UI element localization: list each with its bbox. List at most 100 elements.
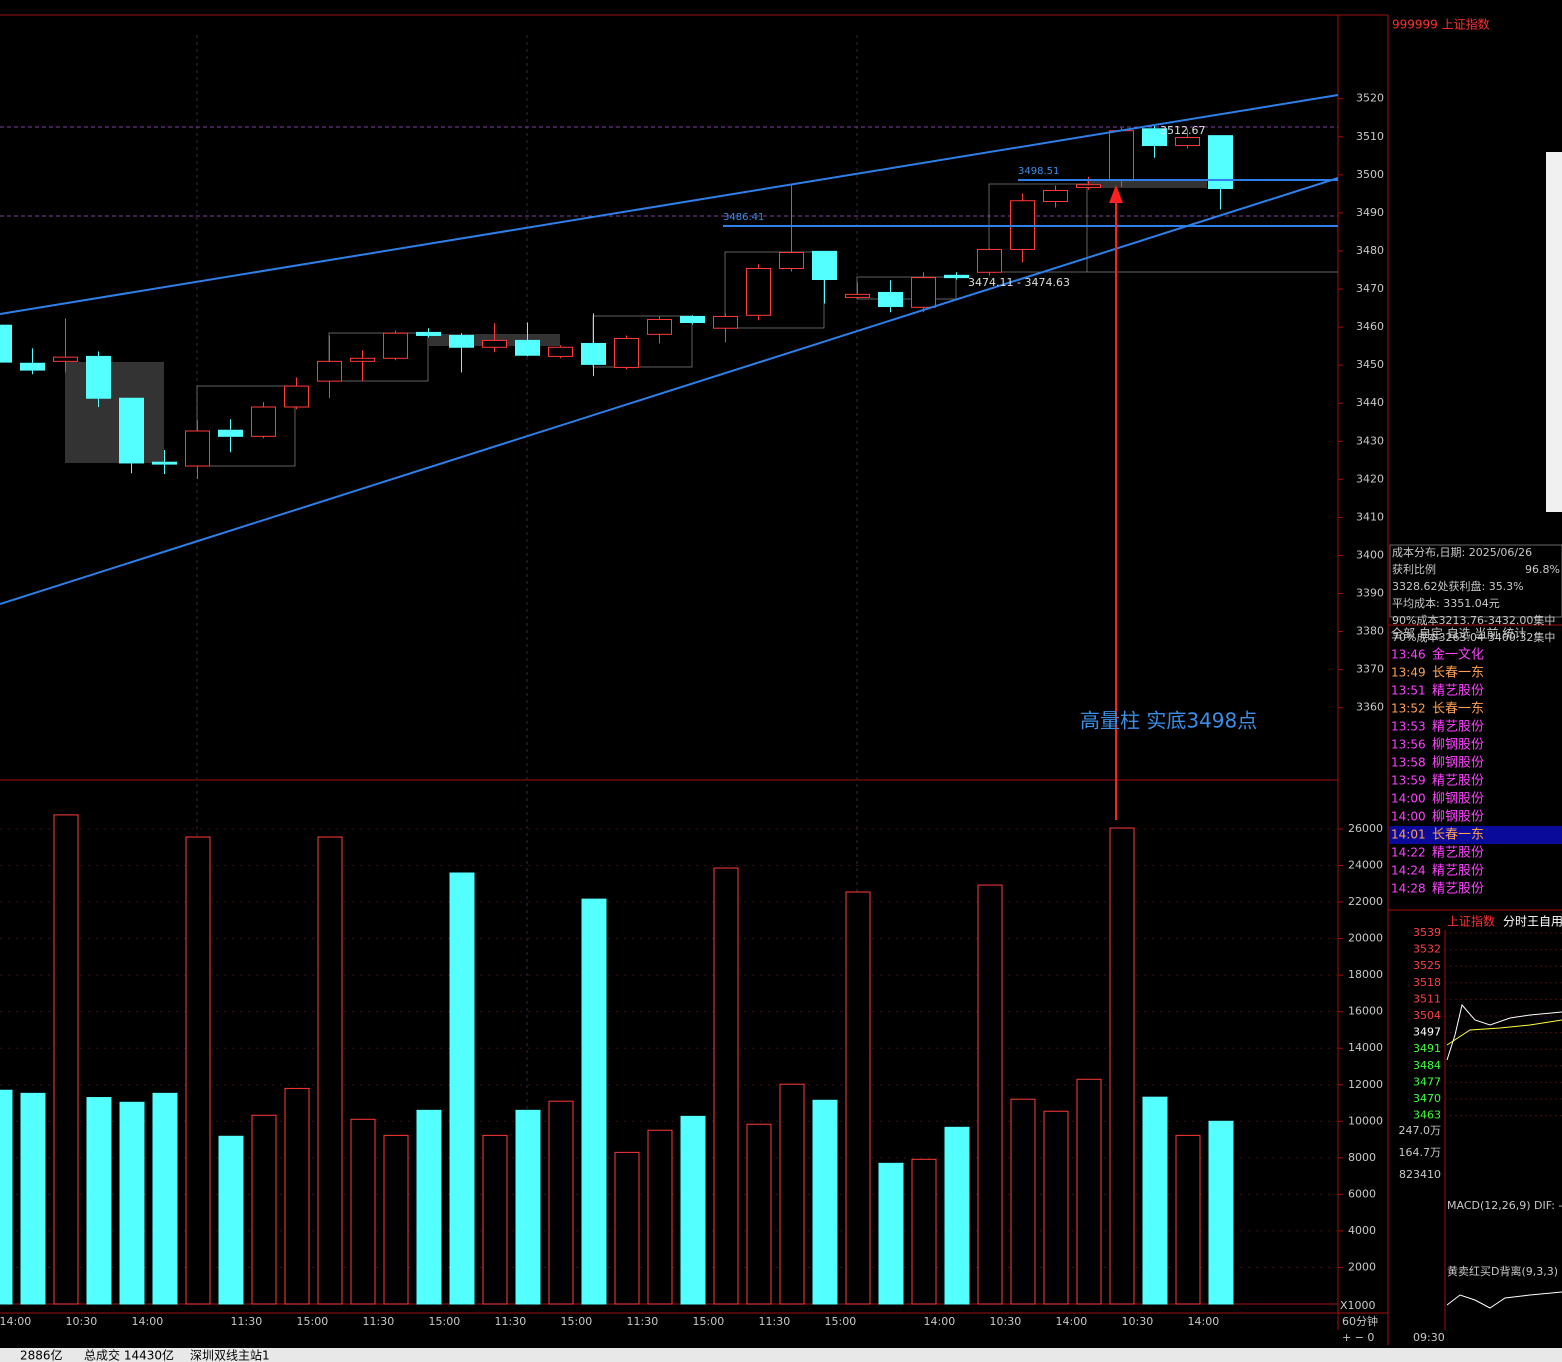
candle-body bbox=[779, 251, 804, 269]
candle-body bbox=[185, 430, 210, 467]
x-tick-label: 14:00 bbox=[1056, 1315, 1088, 1328]
volume-bar bbox=[878, 1162, 904, 1305]
zoom-controls[interactable]: + − 0 bbox=[1342, 1331, 1374, 1344]
candle-body bbox=[0, 324, 12, 363]
trade-name: 柳钢股份 bbox=[1432, 756, 1484, 771]
y-tick-label: 10000 bbox=[1348, 1114, 1383, 1127]
y-tick-label: 3520 bbox=[1356, 92, 1384, 105]
mini-volume-label: 823410 bbox=[1399, 1168, 1441, 1181]
x-tick-label: 11:30 bbox=[231, 1315, 263, 1328]
volume-bar bbox=[449, 872, 475, 1305]
mini-price-label: 3497 bbox=[1413, 1026, 1441, 1039]
volume-bar bbox=[713, 867, 739, 1305]
volume-bar bbox=[515, 1109, 541, 1305]
volume-bar bbox=[152, 1092, 178, 1305]
frame bbox=[0, 14, 1562, 1345]
volume-bar bbox=[548, 1100, 574, 1305]
volume-bar bbox=[746, 1123, 772, 1305]
y-tick-label: 3490 bbox=[1356, 206, 1384, 219]
candle-body bbox=[878, 291, 903, 308]
y-tick-label: 3380 bbox=[1356, 625, 1384, 638]
annotation: 3486.41 bbox=[723, 212, 764, 223]
y-tick-label: 3390 bbox=[1356, 587, 1384, 600]
info-box bbox=[1389, 544, 1562, 618]
x-tick-label: 14:00 bbox=[1188, 1315, 1220, 1328]
toolbar[interactable] bbox=[1546, 152, 1562, 512]
volume-bar bbox=[977, 884, 1003, 1305]
trade-time: 14:24 bbox=[1391, 864, 1426, 878]
mini-avg-line bbox=[1446, 1019, 1562, 1046]
candle-body bbox=[1142, 128, 1167, 147]
mini-price-label: 3532 bbox=[1413, 943, 1441, 956]
annotation: 高量柱 实底3498点 bbox=[1080, 709, 1257, 733]
volume-bar bbox=[284, 1087, 310, 1305]
status-text: 深圳双线主站1 bbox=[190, 1349, 270, 1362]
mini-price-label: 3491 bbox=[1413, 1042, 1441, 1055]
y-tick-label: 2000 bbox=[1348, 1260, 1376, 1273]
mini-price-label: 3511 bbox=[1413, 992, 1441, 1005]
x-tick-label: 14:00 bbox=[0, 1315, 31, 1328]
y-tick-label: 3460 bbox=[1356, 320, 1384, 333]
info-line: 90%成本3213.76-3432.00集中 bbox=[1392, 613, 1555, 627]
mini-title: 上证指数 bbox=[1447, 914, 1495, 929]
candle-body bbox=[911, 277, 936, 308]
trade-name: 精艺股份 bbox=[1432, 720, 1484, 735]
x-tick-label: 10:30 bbox=[1122, 1315, 1154, 1328]
candles bbox=[0, 125, 1233, 479]
volume-bar bbox=[1109, 827, 1135, 1305]
volume-bar bbox=[779, 1083, 805, 1305]
y-tick-label: 20000 bbox=[1348, 932, 1383, 945]
volume-bar bbox=[944, 1126, 970, 1305]
volume-bar bbox=[1043, 1110, 1069, 1305]
candle-body bbox=[746, 267, 771, 316]
volume-bar bbox=[812, 1099, 838, 1305]
mini-time: 09:30 bbox=[1413, 1331, 1445, 1344]
x-tick-label: 14:00 bbox=[924, 1315, 956, 1328]
candle-body bbox=[383, 332, 408, 359]
candle-body bbox=[416, 331, 441, 336]
candle-body bbox=[53, 356, 78, 362]
y-tick-label: 18000 bbox=[1348, 968, 1383, 981]
x-tick-label: 11:30 bbox=[363, 1315, 395, 1328]
volume-bar bbox=[383, 1134, 409, 1305]
tabs[interactable]: 全部 自定 自选 当前 统计 bbox=[1391, 626, 1526, 641]
mini-price-label: 3484 bbox=[1413, 1059, 1441, 1072]
x-tick-label: 15:00 bbox=[693, 1315, 725, 1328]
mini-price-label: 3477 bbox=[1413, 1075, 1441, 1088]
y-tick-label: 3510 bbox=[1356, 130, 1384, 143]
trade-time: 13:59 bbox=[1391, 774, 1426, 788]
trade-time: 13:58 bbox=[1391, 756, 1426, 770]
x-tick-label: 15:00 bbox=[297, 1315, 329, 1328]
candle-body bbox=[548, 346, 573, 357]
volume-bar bbox=[53, 814, 79, 1305]
trade-name: 精艺股份 bbox=[1432, 684, 1484, 699]
trade-name: 长春一东 bbox=[1432, 666, 1484, 681]
selected-row bbox=[1389, 826, 1562, 844]
y-tick-label: 16000 bbox=[1348, 1005, 1383, 1018]
trade-name: 金一文化 bbox=[1432, 647, 1484, 663]
y-tick-label: 22000 bbox=[1348, 895, 1383, 908]
candle-body bbox=[812, 250, 837, 281]
trade-name: 长春一东 bbox=[1432, 828, 1484, 843]
trade-name: 柳钢股份 bbox=[1432, 810, 1484, 825]
x-tick-label: 10:30 bbox=[990, 1315, 1022, 1328]
mini-volume-label: 164.7万 bbox=[1399, 1146, 1442, 1159]
info-line: 成本分布,日期: 2025/06/26 bbox=[1392, 545, 1532, 559]
y-tick-label: 3430 bbox=[1356, 434, 1384, 447]
candle-body bbox=[152, 461, 177, 465]
volume-bar bbox=[350, 1118, 376, 1305]
candle-body bbox=[1043, 189, 1068, 202]
trade-time: 13:52 bbox=[1391, 702, 1426, 716]
x-tick-label: 11:30 bbox=[759, 1315, 791, 1328]
volume-bar bbox=[647, 1129, 673, 1305]
candle-body bbox=[581, 342, 606, 365]
trade-name: 精艺股份 bbox=[1432, 864, 1484, 879]
x-tick-label: 15:00 bbox=[429, 1315, 461, 1328]
y-tick-label: 3440 bbox=[1356, 396, 1384, 409]
volume-bar bbox=[317, 836, 343, 1305]
candle-body bbox=[977, 248, 1002, 273]
volume-bar bbox=[218, 1135, 244, 1305]
candle-body bbox=[350, 357, 375, 362]
y-tick-label: 3470 bbox=[1356, 282, 1384, 295]
